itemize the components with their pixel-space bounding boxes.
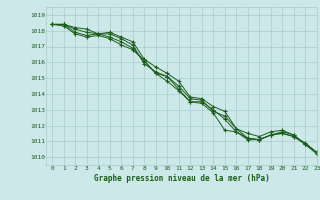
X-axis label: Graphe pression niveau de la mer (hPa): Graphe pression niveau de la mer (hPa)	[94, 174, 269, 183]
